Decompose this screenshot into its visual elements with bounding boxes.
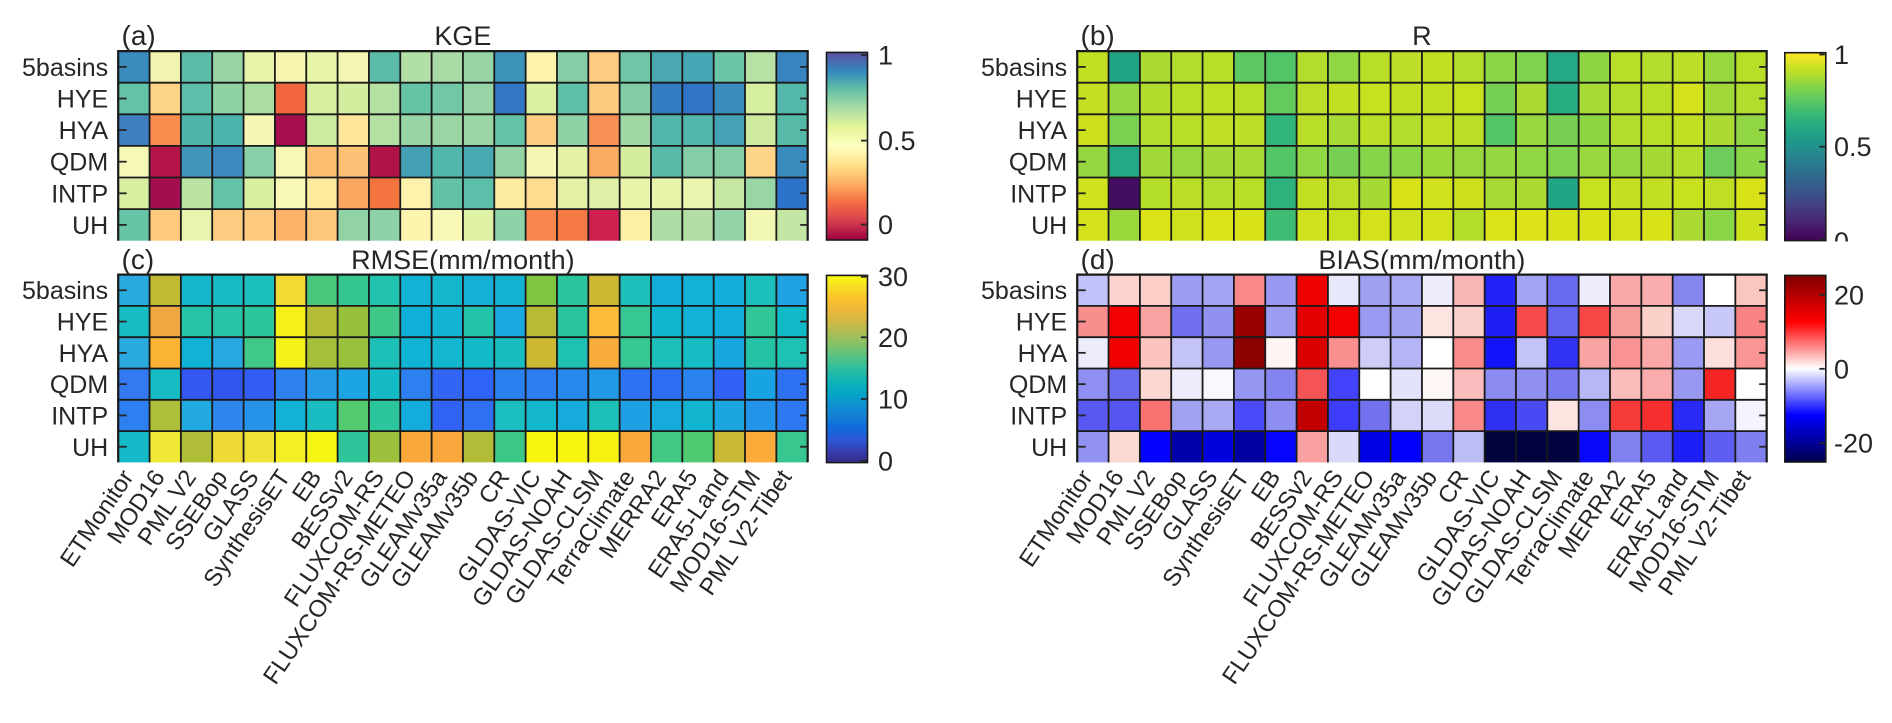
svg-text:-20: -20 <box>1834 429 1873 459</box>
svg-text:UH: UH <box>1031 434 1067 462</box>
svg-text:(a): (a) <box>122 20 156 51</box>
svg-text:R: R <box>1412 21 1432 51</box>
svg-text:10: 10 <box>878 385 908 415</box>
svg-text:HYA: HYA <box>59 117 109 145</box>
svg-text:0: 0 <box>878 210 893 240</box>
svg-text:5basins: 5basins <box>981 277 1067 305</box>
svg-text:0: 0 <box>1834 354 1849 384</box>
svg-text:HYA: HYA <box>1018 340 1068 368</box>
svg-text:INTP: INTP <box>51 403 108 431</box>
svg-text:HYE: HYE <box>57 86 108 114</box>
svg-text:(b): (b) <box>1081 20 1115 51</box>
svg-text:0: 0 <box>1834 227 1849 257</box>
svg-text:QDM: QDM <box>50 371 108 399</box>
svg-text:UH: UH <box>72 434 108 462</box>
svg-text:0: 0 <box>878 447 893 477</box>
svg-text:1: 1 <box>1834 40 1849 70</box>
svg-text:INTP: INTP <box>1010 403 1067 431</box>
svg-text:0.5: 0.5 <box>1834 132 1872 162</box>
svg-text:BIAS(mm/month): BIAS(mm/month) <box>1318 245 1525 275</box>
svg-text:5basins: 5basins <box>981 54 1067 82</box>
svg-text:HYE: HYE <box>1016 309 1067 337</box>
svg-text:HYA: HYA <box>1018 117 1068 145</box>
svg-text:5basins: 5basins <box>22 277 108 305</box>
svg-text:UH: UH <box>1031 212 1067 240</box>
svg-text:0.5: 0.5 <box>878 126 916 156</box>
svg-text:QDM: QDM <box>50 149 108 177</box>
svg-text:30: 30 <box>878 262 908 292</box>
svg-text:INTP: INTP <box>1010 180 1067 208</box>
svg-text:RMSE(mm/month): RMSE(mm/month) <box>351 245 575 275</box>
svg-text:HYE: HYE <box>57 309 108 337</box>
svg-text:KGE: KGE <box>434 21 491 51</box>
svg-text:HYA: HYA <box>59 340 109 368</box>
svg-text:HYE: HYE <box>1016 86 1067 114</box>
svg-text:(d): (d) <box>1081 244 1115 275</box>
svg-text:(c): (c) <box>122 244 155 275</box>
svg-text:QDM: QDM <box>1009 149 1067 177</box>
svg-text:UH: UH <box>72 212 108 240</box>
svg-text:1: 1 <box>878 41 893 71</box>
svg-text:QDM: QDM <box>1009 371 1067 399</box>
svg-text:INTP: INTP <box>51 180 108 208</box>
svg-text:20: 20 <box>878 323 908 353</box>
svg-text:20: 20 <box>1834 280 1864 310</box>
svg-text:5basins: 5basins <box>22 54 108 82</box>
